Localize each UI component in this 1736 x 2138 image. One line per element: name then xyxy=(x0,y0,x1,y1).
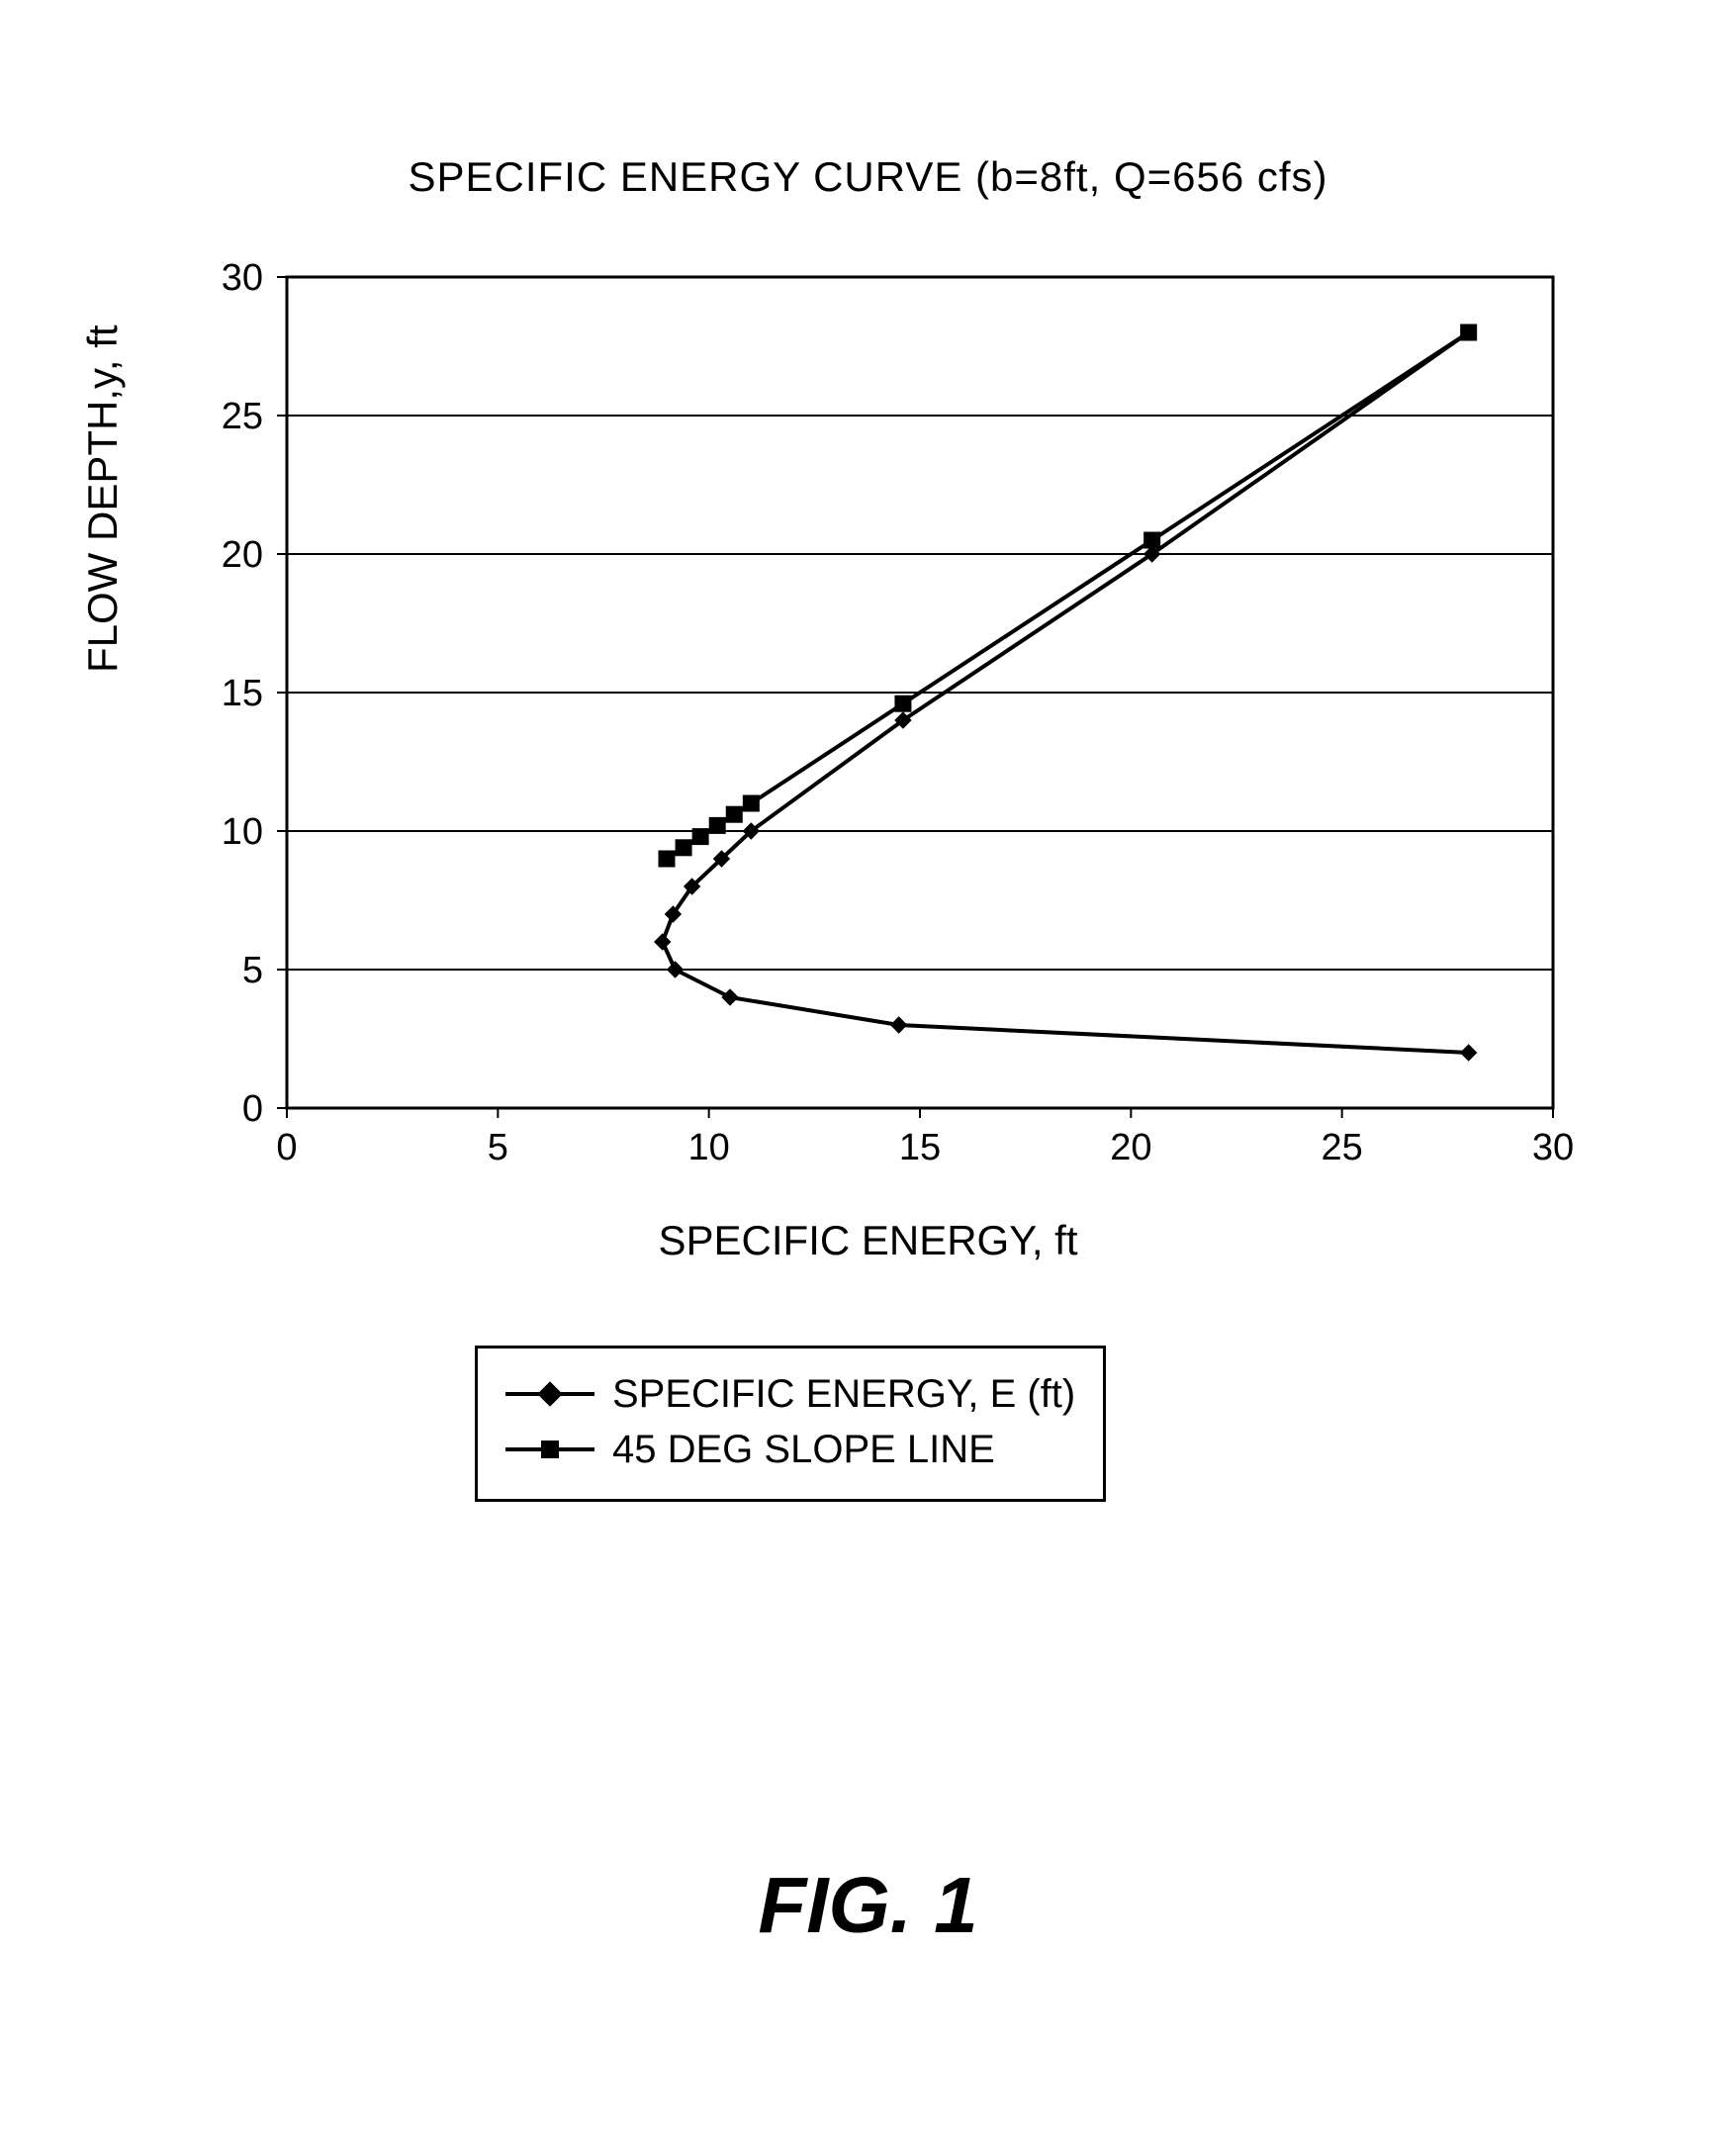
chart-title: SPECIFIC ENERGY CURVE (b=8ft, Q=656 cfs) xyxy=(0,153,1736,201)
svg-text:10: 10 xyxy=(222,811,263,853)
legend-label: SPECIFIC ENERGY, E (ft) xyxy=(612,1366,1075,1422)
diamond-icon xyxy=(537,1381,562,1406)
svg-text:5: 5 xyxy=(242,950,263,991)
chart-svg: 0 5 10 15 20 25 30 0 5 10 15 20 25 30 xyxy=(178,257,1573,1187)
y-axis-label: FLOW DEPTH,y, ft xyxy=(79,325,127,673)
legend-label: 45 DEG SLOPE LINE xyxy=(612,1422,995,1477)
plot-area: 0 5 10 15 20 25 30 0 5 10 15 20 25 30 xyxy=(178,257,1573,1192)
svg-text:0: 0 xyxy=(276,1127,297,1168)
legend-line-icon xyxy=(505,1392,594,1396)
svg-text:20: 20 xyxy=(222,534,263,576)
square-icon xyxy=(541,1441,559,1458)
svg-text:10: 10 xyxy=(688,1127,730,1168)
svg-text:30: 30 xyxy=(222,257,263,299)
svg-text:25: 25 xyxy=(1322,1127,1363,1168)
svg-text:30: 30 xyxy=(1532,1127,1573,1168)
x-axis-label: SPECIFIC ENERGY, ft xyxy=(0,1217,1736,1264)
svg-text:15: 15 xyxy=(899,1127,941,1168)
svg-text:15: 15 xyxy=(222,673,263,714)
svg-text:0: 0 xyxy=(242,1088,263,1130)
legend-line-icon xyxy=(505,1447,594,1451)
legend-item: 45 DEG SLOPE LINE xyxy=(505,1422,1075,1477)
page: SPECIFIC ENERGY CURVE (b=8ft, Q=656 cfs)… xyxy=(0,0,1736,2138)
svg-text:20: 20 xyxy=(1110,1127,1151,1168)
legend: SPECIFIC ENERGY, E (ft) 45 DEG SLOPE LIN… xyxy=(475,1346,1106,1502)
svg-text:5: 5 xyxy=(488,1127,508,1168)
svg-text:25: 25 xyxy=(222,396,263,437)
figure-label: FIG. 1 xyxy=(0,1860,1736,1951)
legend-item: SPECIFIC ENERGY, E (ft) xyxy=(505,1366,1075,1422)
